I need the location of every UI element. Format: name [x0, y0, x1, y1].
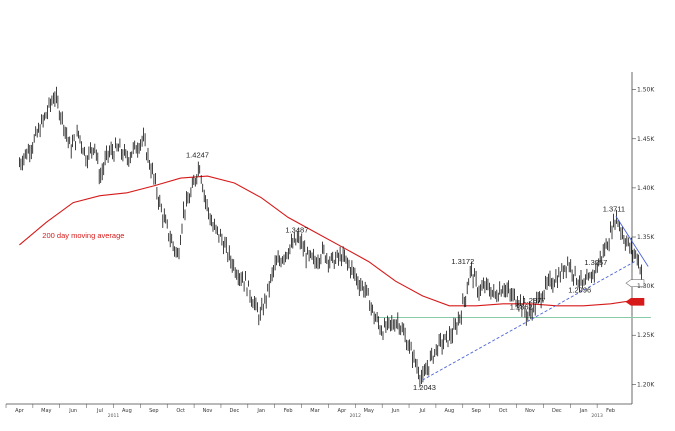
chart-text: 1.50K 1.45K 1.40K 1.35K 1.30K 1.25K 1.20K Apr Ma…: [15, 87, 655, 419]
trendlines: [422, 216, 649, 381]
trendline: [422, 261, 635, 381]
price-level-annotation: 1.2862: [510, 303, 533, 312]
x-tick-label: Nov: [525, 408, 535, 414]
x-tick-label: Oct: [176, 408, 185, 414]
x-tick-label: Oct: [499, 408, 508, 414]
price-level-annotation: 1.2043: [413, 383, 436, 392]
x-tick-label: Nov: [203, 408, 213, 414]
price-level-annotation: 1.3487: [285, 225, 308, 234]
price-level-annotation: 1.3257: [584, 258, 607, 267]
x-tick-label: Sep: [149, 408, 158, 414]
y-tick-label: 1.20K: [637, 381, 655, 388]
y-tick-label: 1.45K: [637, 136, 655, 143]
price-level-annotation: 1.3711: [603, 204, 625, 213]
x-tick-label: May: [41, 408, 51, 414]
x-tick-label: Aug: [122, 408, 132, 414]
x-tick-label: Jan: [256, 408, 265, 414]
trendline: [615, 216, 649, 267]
y-tick-label: 1.40K: [637, 185, 655, 192]
year-label: 2012: [350, 413, 362, 419]
x-tick-label: Mar: [310, 408, 320, 414]
price-marker: [625, 298, 645, 306]
x-tick-label: Jan: [579, 408, 588, 414]
x-tick-label: Apr: [338, 408, 348, 414]
moving-average-series: [19, 175, 638, 307]
x-tick-label: Feb: [606, 408, 615, 414]
price-level-annotation: 1.2996: [568, 286, 591, 295]
x-tick-label: Feb: [284, 408, 293, 414]
right-markers: [625, 279, 645, 306]
x-tick-label: Apr: [15, 408, 25, 414]
price-level-annotation: 1.3172: [451, 257, 474, 266]
y-tick-label: 1.35K: [637, 234, 655, 241]
moving-average-label: 200 day moving average: [42, 231, 124, 240]
year-label: 2013: [591, 413, 603, 419]
price-level-annotation: 1.4247: [186, 151, 209, 160]
y-tick-label: 1.30K: [637, 283, 655, 290]
x-tick-label: Jul: [418, 408, 425, 414]
moving-average-line: [19, 175, 638, 307]
x-tick-label: Dec: [552, 408, 562, 414]
x-tick-label: Aug: [444, 408, 454, 414]
price-bars: [18, 86, 642, 388]
x-tick-label: May: [364, 408, 374, 414]
price-marker: [625, 279, 645, 287]
y-tick-label: 1.50K: [637, 87, 655, 94]
x-tick-label: Sep: [471, 408, 480, 414]
x-tick-label: Jul: [96, 408, 103, 414]
y-tick-label: 1.25K: [637, 332, 655, 339]
price-level-annotation: 1.2877: [523, 296, 546, 305]
x-tick-label: Dec: [230, 408, 240, 414]
x-tick-label: Jun: [391, 408, 400, 414]
axes: [5, 72, 636, 408]
year-label: 2011: [108, 413, 120, 419]
x-tick-label: Jun: [68, 408, 77, 414]
